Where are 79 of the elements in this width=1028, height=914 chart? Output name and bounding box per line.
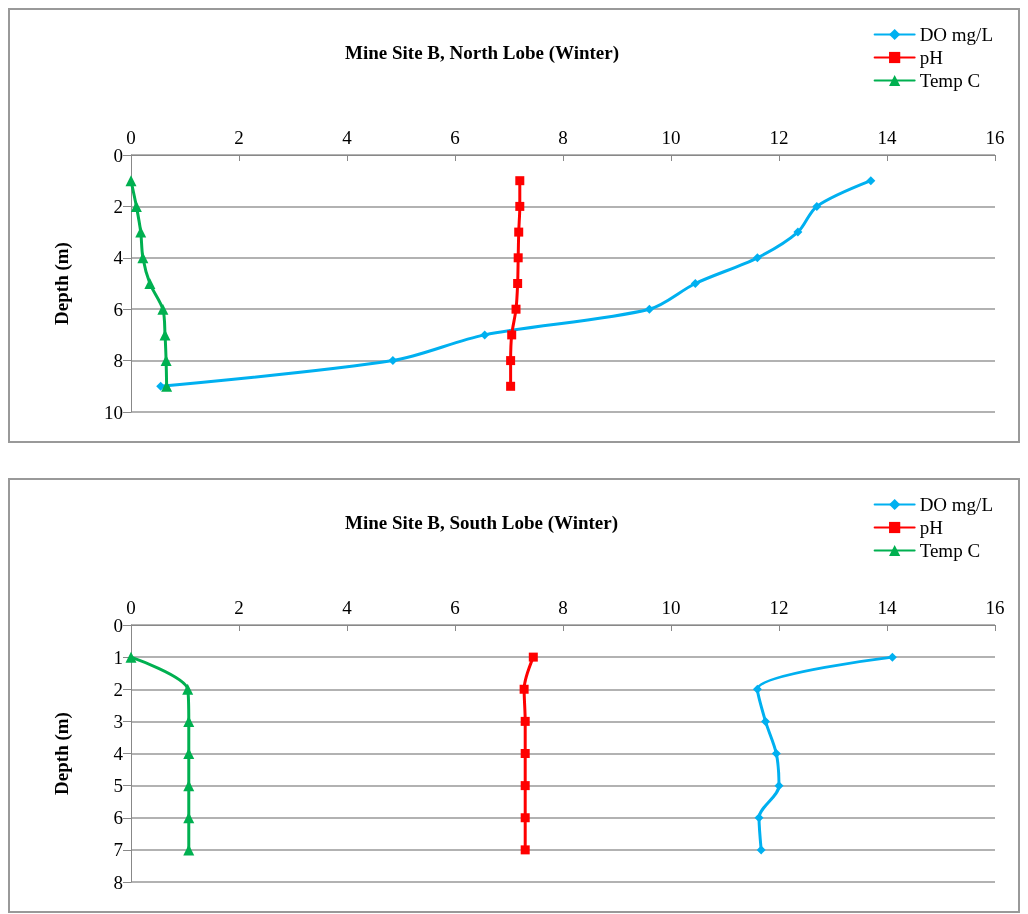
point xyxy=(812,201,822,211)
point xyxy=(519,684,529,694)
point xyxy=(515,201,525,211)
point xyxy=(506,356,516,366)
point xyxy=(752,684,762,694)
y-tick-label: 10 xyxy=(104,401,123,423)
point xyxy=(752,253,762,263)
point xyxy=(137,252,149,264)
chart-title: Mine Site B, South Lobe (Winter) xyxy=(345,512,619,534)
point xyxy=(135,226,147,238)
y-tick-label: 4 xyxy=(113,247,124,269)
point xyxy=(793,227,803,237)
x-tick-label: 16 xyxy=(985,127,1005,148)
y-tick-label: 2 xyxy=(113,678,123,700)
point xyxy=(528,652,538,662)
x-tick-label: 14 xyxy=(877,127,897,148)
x-tick-label: 16 xyxy=(985,597,1005,618)
point xyxy=(480,330,490,340)
point xyxy=(506,381,516,391)
y-tick-label: 6 xyxy=(113,298,123,320)
point xyxy=(125,651,137,663)
point xyxy=(513,279,523,288)
chart-title: Mine Site B, North Lobe (Winter) xyxy=(345,42,620,64)
y-tick-label: 6 xyxy=(113,807,123,829)
y-tick-label: 2 xyxy=(113,195,123,217)
point xyxy=(761,716,770,726)
point xyxy=(887,652,897,662)
legend-label: pH xyxy=(919,47,944,68)
x-tick-label: 12 xyxy=(769,127,789,148)
y-tick-label: 8 xyxy=(113,871,123,893)
point xyxy=(520,845,530,855)
point xyxy=(515,176,525,186)
point xyxy=(866,176,876,186)
legend-label: Temp C xyxy=(919,70,981,91)
point xyxy=(690,279,700,288)
point xyxy=(520,716,530,726)
point xyxy=(130,200,142,212)
point xyxy=(513,253,523,263)
point xyxy=(157,303,169,315)
legend-label: Temp C xyxy=(919,540,981,561)
y-tick-label: 0 xyxy=(113,144,123,166)
point xyxy=(511,304,521,314)
x-tick-label: 14 xyxy=(877,597,897,618)
x-tick-label: 4 xyxy=(342,127,353,148)
point xyxy=(520,813,530,823)
point xyxy=(514,227,524,237)
legend-label: DO mg/L xyxy=(919,24,993,45)
y-tick-label: 7 xyxy=(113,839,123,861)
x-tick-label: 10 xyxy=(661,597,681,618)
x-tick-label: 10 xyxy=(661,127,681,148)
y-tick-label: 4 xyxy=(113,743,124,764)
point xyxy=(507,330,517,340)
point xyxy=(520,781,530,791)
point xyxy=(520,749,530,758)
x-tick-label: 6 xyxy=(450,597,460,618)
point xyxy=(182,683,194,695)
y-tick-label: 3 xyxy=(113,710,123,732)
point xyxy=(125,175,137,187)
x-tick-label: 8 xyxy=(558,127,568,148)
y-tick-label: 5 xyxy=(113,775,123,797)
x-tick-label: 2 xyxy=(234,597,244,618)
x-tick-label: 4 xyxy=(342,597,353,618)
point xyxy=(644,304,654,314)
y-axis-title: Depth (m) xyxy=(51,242,73,325)
point xyxy=(756,845,766,855)
y-tick-label: 0 xyxy=(113,614,123,636)
y-tick-label: 8 xyxy=(113,350,123,372)
point xyxy=(388,356,398,366)
x-tick-label: 8 xyxy=(558,597,568,618)
legend-label: pH xyxy=(919,517,944,538)
point xyxy=(771,749,781,758)
x-tick-label: 2 xyxy=(234,127,244,148)
x-tick-label: 12 xyxy=(769,597,789,618)
point xyxy=(144,278,156,289)
point xyxy=(774,781,784,791)
y-axis-title: Depth (m) xyxy=(51,712,73,795)
y-tick-label: 1 xyxy=(113,646,123,668)
legend-label: DO mg/L xyxy=(919,494,993,515)
x-tick-label: 6 xyxy=(450,127,460,148)
